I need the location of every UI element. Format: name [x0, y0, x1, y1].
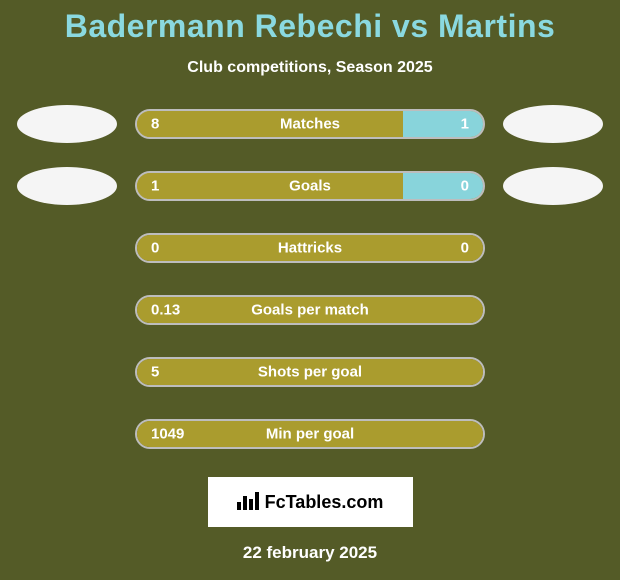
stats-list: 8 1 Matches 1 0 Goals 0 0 Hattricks 0.13 Goals per…	[0, 105, 620, 453]
avatar-spacer	[17, 291, 117, 329]
stat-label: Matches	[280, 116, 340, 133]
avatar-spacer	[503, 353, 603, 391]
stat-value-left: 5	[151, 364, 159, 381]
avatar-spacer	[17, 353, 117, 391]
stat-row: 0 0 Hattricks	[0, 229, 620, 267]
avatar-spacer	[17, 229, 117, 267]
stat-value-right: 0	[461, 240, 469, 257]
stat-label: Goals per match	[251, 302, 369, 319]
stat-value-left: 1	[151, 178, 159, 195]
avatar-spacer	[503, 229, 603, 267]
stat-bar: 1049 Min per goal	[135, 419, 485, 449]
logo-box: FcTables.com	[208, 477, 413, 527]
logo-text: FcTables.com	[265, 492, 384, 513]
stat-bar: 5 Shots per goal	[135, 357, 485, 387]
stat-bar: 0 0 Hattricks	[135, 233, 485, 263]
bar-segment-right	[403, 111, 483, 137]
stat-bar: 0.13 Goals per match	[135, 295, 485, 325]
player-avatar-right	[503, 167, 603, 205]
stat-row: 0.13 Goals per match	[0, 291, 620, 329]
bar-segment-right	[403, 173, 483, 199]
stat-row: 1 0 Goals	[0, 167, 620, 205]
stat-bar: 1 0 Goals	[135, 171, 485, 201]
stat-row: 1049 Min per goal	[0, 415, 620, 453]
bar-segment-left	[137, 173, 403, 199]
stat-value-left: 0	[151, 240, 159, 257]
stat-label: Shots per goal	[258, 364, 362, 381]
avatar-spacer	[503, 415, 603, 453]
infographic-container: Badermann Rebechi vs Martins Club compet…	[0, 0, 620, 580]
stat-bar: 8 1 Matches	[135, 109, 485, 139]
stat-value-right: 0	[461, 178, 469, 195]
stat-value-left: 8	[151, 116, 159, 133]
date-text: 22 february 2025	[0, 543, 620, 563]
bar-segment-left	[137, 111, 403, 137]
bar-chart-icon	[237, 490, 259, 515]
avatar-spacer	[17, 415, 117, 453]
stat-value-left: 1049	[151, 426, 184, 443]
stat-value-right: 1	[461, 116, 469, 133]
stat-row: 5 Shots per goal	[0, 353, 620, 391]
stat-value-left: 0.13	[151, 302, 180, 319]
stat-label: Goals	[289, 178, 331, 195]
subtitle: Club competitions, Season 2025	[0, 59, 620, 77]
player-avatar-left	[17, 167, 117, 205]
avatar-spacer	[503, 291, 603, 329]
player-avatar-right	[503, 105, 603, 143]
stat-row: 8 1 Matches	[0, 105, 620, 143]
stat-label: Hattricks	[278, 240, 342, 257]
page-title: Badermann Rebechi vs Martins	[0, 8, 620, 45]
player-avatar-left	[17, 105, 117, 143]
stat-label: Min per goal	[266, 426, 354, 443]
